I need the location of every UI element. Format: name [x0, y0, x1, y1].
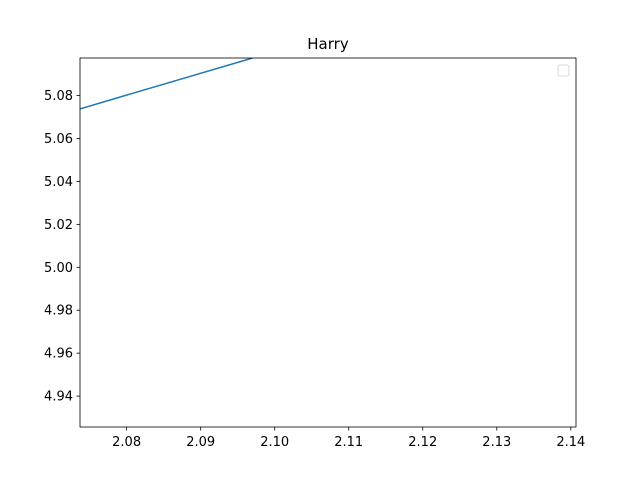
y-tick-label: 4.94: [44, 390, 73, 405]
y-tick-label: 4.96: [44, 347, 73, 362]
y-tick-label: 5.00: [44, 261, 73, 276]
x-tick-label: 2.11: [334, 435, 363, 450]
x-tick-label: 2.08: [112, 435, 141, 450]
y-tick-label: 5.08: [44, 89, 73, 104]
x-tick-label: 2.14: [556, 435, 585, 450]
y-tick-label: 5.06: [44, 132, 73, 147]
y-tick-label: 5.04: [44, 175, 73, 190]
legend-box: [557, 64, 570, 77]
legend: [557, 64, 570, 77]
x-tick-label: 2.13: [482, 435, 511, 450]
x-tick-label: 2.10: [260, 435, 289, 450]
x-tick-label: 2.09: [186, 435, 215, 450]
chart-title: Harry: [307, 35, 349, 53]
axes-frame: [79, 57, 577, 428]
series-line-0: [80, 58, 253, 110]
x-tick-label: 2.12: [408, 435, 437, 450]
axes: 2.08 2.09 2.10 2.11 2.12 2.13 2.14 4.94 4.96 4.98…: [44, 57, 585, 450]
y-tick-label: 5.02: [44, 218, 73, 233]
plot-area: [80, 58, 253, 110]
y-tick-label: 4.98: [44, 304, 73, 319]
